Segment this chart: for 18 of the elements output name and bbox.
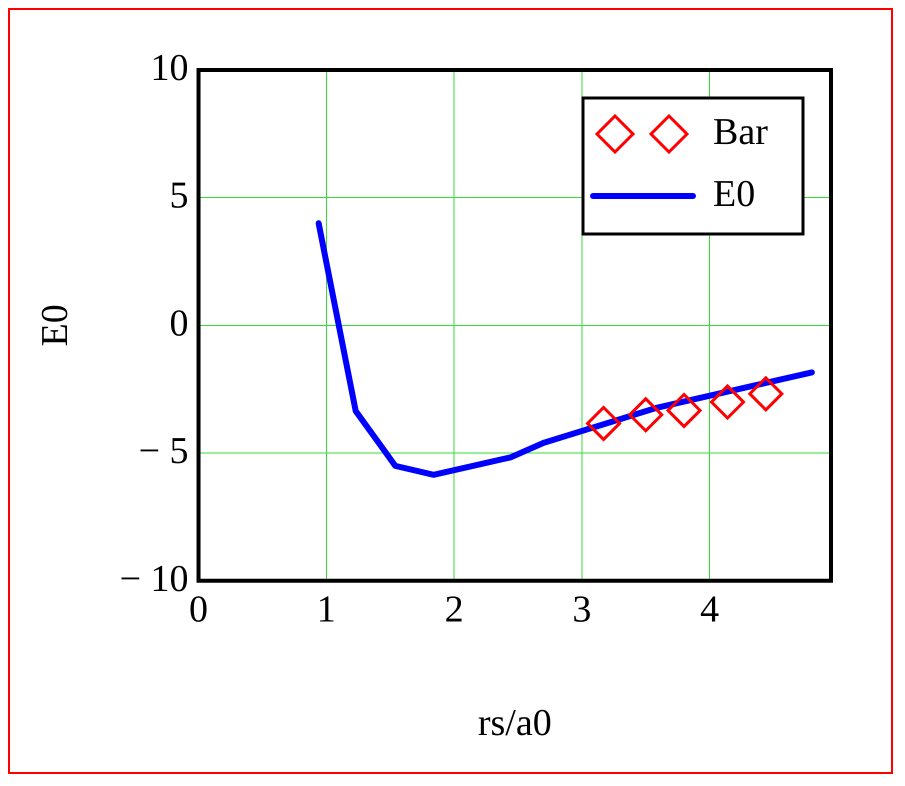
point <box>586 406 622 441</box>
x-axis-title: rs/a0 <box>478 702 552 744</box>
y-tick-label: − 10 <box>120 558 189 600</box>
legend-label: E0 <box>713 172 756 215</box>
point <box>666 392 702 428</box>
y-tick-label: 10 <box>150 46 189 89</box>
point <box>710 384 746 420</box>
y-tick-label: 0 <box>170 302 189 344</box>
legend-label: Bar <box>713 110 768 153</box>
x-tick-label: 1 <box>316 588 336 631</box>
y-tick-label: − 5 <box>138 430 189 472</box>
y-tick-label: 5 <box>170 174 189 217</box>
point <box>628 397 664 432</box>
point <box>748 376 784 412</box>
x-tick-label: 3 <box>572 588 592 631</box>
y-axis-title: E0 <box>34 304 76 347</box>
x-tick-label: 2 <box>444 588 464 631</box>
x-tick-label: 4 <box>700 588 720 631</box>
